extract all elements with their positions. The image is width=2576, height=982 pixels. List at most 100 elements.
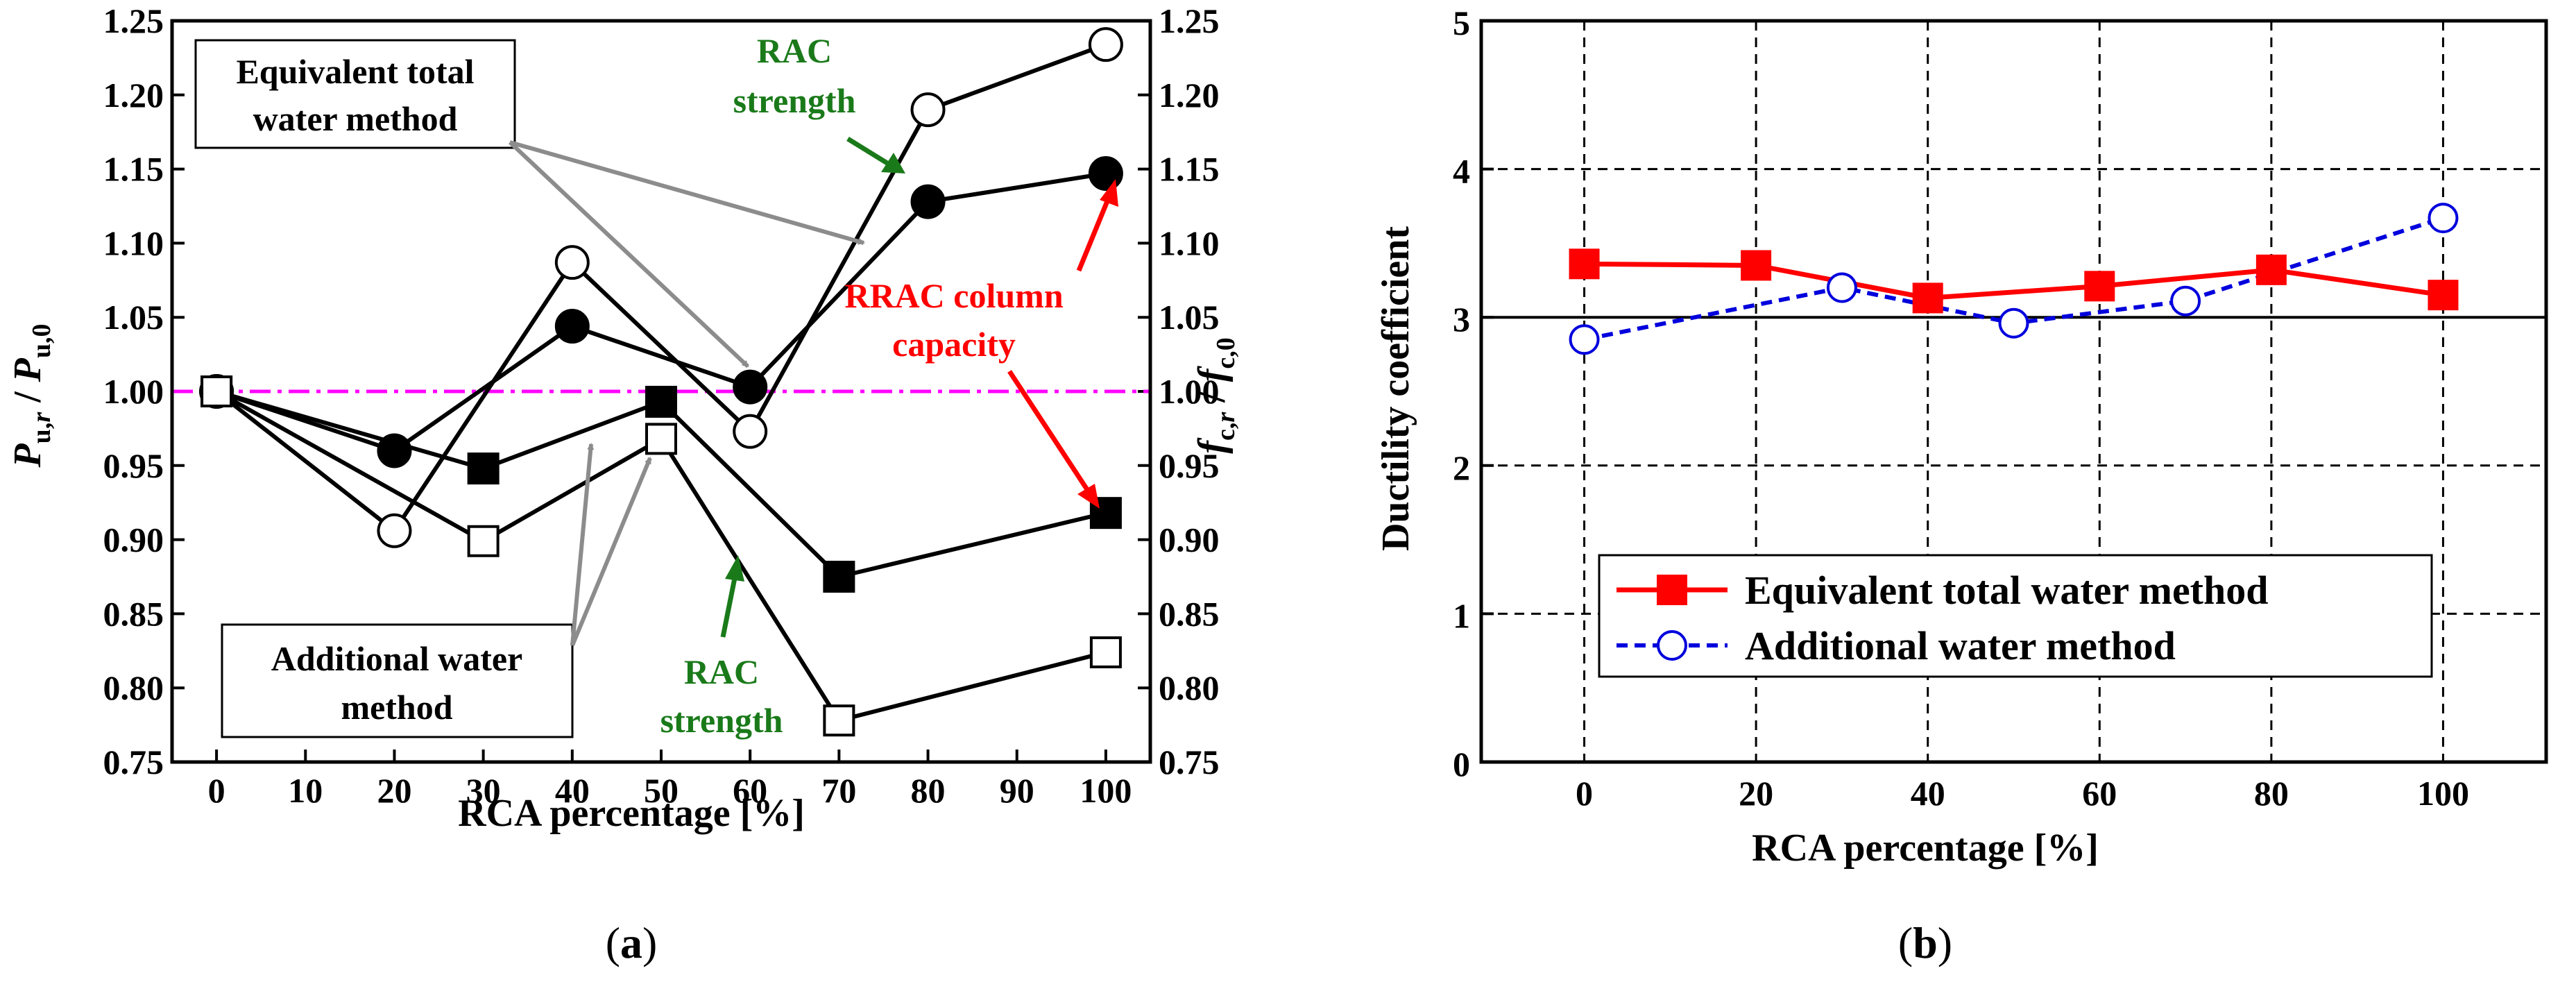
data-point	[1569, 324, 1600, 355]
x-tick-label: 20	[377, 771, 411, 810]
data-point	[1088, 27, 1123, 62]
y-tick-label-left: 0.95	[103, 446, 164, 485]
y-tick-label-left: 1.05	[103, 298, 164, 337]
chart-b-legend	[1598, 554, 2433, 678]
annotation-rrac-line2: capacity	[892, 325, 1016, 364]
data-point	[201, 375, 233, 407]
arrow-equivalent-to-60	[508, 140, 750, 369]
y-tick-label-left: 1.20	[103, 76, 164, 115]
x-tick-label: 100	[2417, 774, 2469, 813]
data-point	[645, 385, 677, 418]
y-tick-label-right: 1.00	[1159, 372, 1220, 411]
x-tick-label: 60	[733, 771, 767, 810]
x-tick-label: 80	[911, 771, 946, 810]
y-tick-label-right: 1.05	[1159, 298, 1220, 337]
data-point	[1826, 272, 1857, 303]
y-tick-label-right: 1.15	[1159, 150, 1220, 189]
y-tick-label-left: 1.25	[103, 1, 164, 40]
y-tick-label-left: 1.10	[103, 223, 164, 262]
data-point	[1741, 250, 1772, 281]
x-tick-label: 40	[555, 771, 590, 810]
data-point	[1088, 156, 1123, 192]
data-point	[823, 561, 855, 593]
data-point	[1998, 307, 2029, 339]
y-tick-label-left: 0.85	[103, 594, 164, 633]
x-tick-label: 50	[644, 771, 679, 810]
y-tick-label: 5	[1453, 3, 1470, 42]
svg-text:fc,r / fc,0: fc,r / fc,0	[1191, 337, 1240, 453]
x-tick-label: 40	[1911, 774, 1945, 813]
data-point	[823, 704, 855, 737]
y-tick-label-right: 1.25	[1159, 1, 1220, 40]
annotation-equivalent-line1: Equivalent total	[236, 52, 474, 91]
data-point	[467, 452, 500, 485]
y-tick-label-left: 0.75	[103, 743, 164, 781]
chart-b-grid: 0 1 2 3 4 5 0 20 40 60 80 100	[1453, 3, 2546, 813]
x-tick-label: 60	[2082, 774, 2117, 813]
y-tick-label-left: 0.90	[103, 520, 164, 559]
chart-a: 0.75 0.75 0.80 0.80 0.85 0.85 0.90 0.90 0.95 0.95…	[6, 1, 1240, 967]
data-point	[645, 423, 677, 455]
data-point	[2428, 280, 2459, 311]
annotation-rrac-line1: RRAC column	[844, 276, 1063, 315]
x-tick-label: 10	[288, 771, 323, 810]
series-line	[215, 42, 1107, 534]
data-point	[1089, 636, 1122, 668]
chart-a-y-label-right: fc,r / fc,0	[1191, 337, 1240, 453]
series-line	[1584, 261, 2443, 300]
series-line	[216, 389, 1107, 579]
arrow-additional-to-50	[570, 457, 652, 647]
arrow-equivalent-to-80	[509, 140, 865, 245]
chart-b-y-label: Ductility coefficient	[1374, 226, 1417, 551]
arrow-rrac-down	[1007, 370, 1091, 494]
data-point	[733, 414, 768, 449]
x-tick-label: 100	[1080, 771, 1132, 810]
y-tick-label-left: 1.15	[103, 150, 164, 189]
y-tick-label-left: 1.00	[103, 372, 164, 411]
y-tick-label-right: 0.85	[1159, 594, 1220, 633]
x-tick-label: 70	[821, 771, 856, 810]
caption-a: (a)	[606, 918, 658, 967]
chart-a-y-label-left: Pu,r / Pu,0	[6, 323, 56, 468]
y-tick-label-right: 1.10	[1159, 223, 1220, 262]
annotation-rac-bottom-line1: RAC	[684, 652, 759, 691]
annotation-additional-line1: Additional water	[271, 639, 523, 678]
data-point	[1912, 282, 1943, 314]
annotation-box-additional	[221, 623, 574, 738]
arrow-rac-top-head	[881, 153, 905, 173]
data-point	[1569, 248, 1600, 280]
arrow-rrac-up	[1076, 196, 1111, 272]
y-tick-label-right: 0.95	[1159, 446, 1220, 485]
chart-b-series	[1569, 203, 2459, 355]
data-point	[377, 433, 412, 468]
x-tick-label: 80	[2254, 774, 2289, 813]
arrow-rac-bottom-head	[725, 555, 744, 582]
y-tick-label-right: 0.75	[1159, 743, 1220, 781]
arrow-rac-bottom	[720, 574, 738, 638]
arrow-rrac-down-head	[1077, 484, 1100, 509]
chart-b: 0 1 2 3 4 5 0 20 40 60 80 100 Equivalent total wate…	[1374, 3, 2548, 967]
chart-a-frame	[170, 19, 1152, 764]
data-point	[2255, 254, 2287, 285]
data-point	[554, 245, 590, 280]
annotation-rac-top-line1: RAC	[757, 31, 832, 70]
legend-label-additional: Additional water method	[1745, 623, 2176, 668]
data-point	[554, 309, 590, 344]
legend-label-equivalent: Equivalent total water method	[1745, 568, 2269, 613]
data-point	[910, 92, 946, 128]
data-point	[2428, 203, 2459, 234]
annotation-rac-bottom-line2: strength	[660, 701, 783, 740]
y-tick-label: 2	[1453, 448, 1470, 487]
y-tick-label-right: 1.20	[1159, 76, 1220, 115]
data-point	[2084, 271, 2115, 302]
annotation-box-equivalent	[194, 39, 516, 149]
data-point	[467, 525, 500, 557]
caption-b: (b)	[1898, 918, 1952, 967]
series-line	[216, 171, 1107, 453]
svg-text:Pu,r / Pu,0: Pu,r / Pu,0	[6, 323, 56, 468]
x-tick-label: 0	[208, 771, 225, 810]
annotation-rac-top-line2: strength	[733, 81, 856, 120]
y-tick-label-right: 0.90	[1159, 520, 1220, 559]
